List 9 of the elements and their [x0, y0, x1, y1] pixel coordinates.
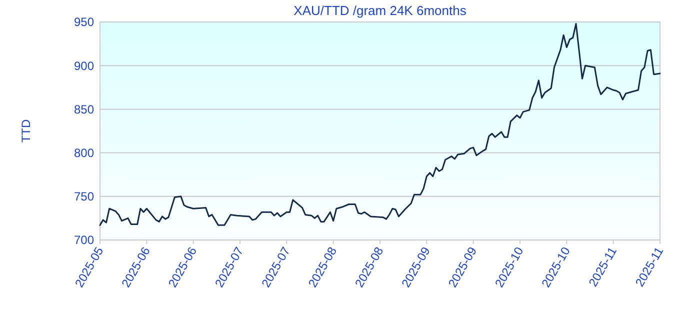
y-tick-label: 900 [74, 58, 94, 73]
chart-title: XAU/TTD /gram 24K 6months [294, 3, 467, 18]
y-axis-title: TTD [19, 119, 33, 143]
line-series [99, 22, 661, 226]
y-tick-label: 750 [74, 190, 94, 204]
y-tick-label: 800 [74, 146, 94, 160]
y-tick-label: 950 [74, 15, 94, 30]
y-tick-label: 850 [74, 102, 94, 116]
y-tick-label: 700 [74, 233, 94, 248]
